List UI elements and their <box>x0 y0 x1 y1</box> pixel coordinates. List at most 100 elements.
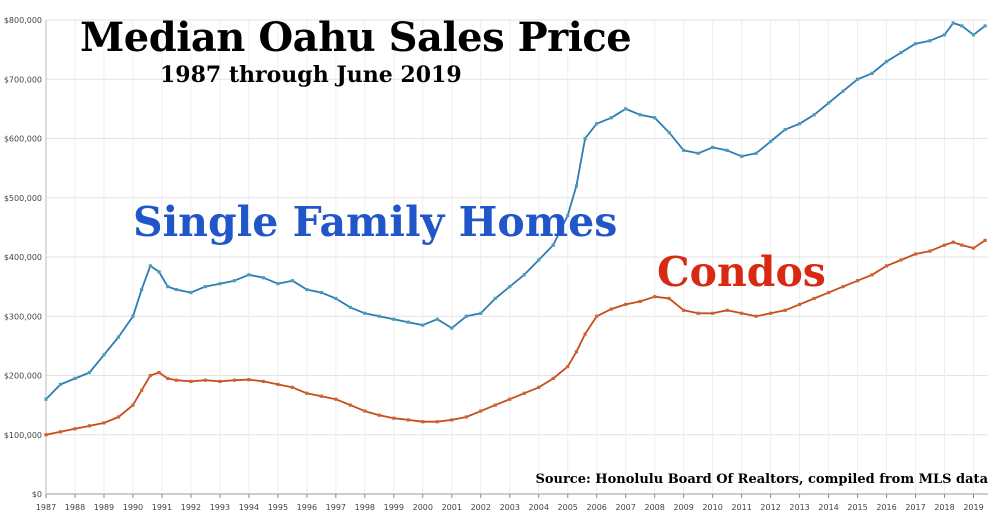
data-point <box>870 71 874 75</box>
x-tick-label: 2004 <box>529 503 549 512</box>
data-point <box>551 243 555 247</box>
data-point <box>682 148 686 152</box>
data-point <box>421 420 425 424</box>
x-tick-label: 2015 <box>847 503 867 512</box>
data-point <box>769 311 773 315</box>
data-point <box>971 33 976 37</box>
data-point <box>493 296 497 301</box>
data-point <box>218 379 222 384</box>
data-point <box>493 403 497 407</box>
series-single-family-homes <box>44 21 987 401</box>
data-point <box>363 409 367 413</box>
x-tick-label: 1999 <box>384 503 404 512</box>
x-tick-label: 1995 <box>268 503 288 512</box>
data-point <box>638 113 642 117</box>
data-point <box>148 264 152 268</box>
data-point <box>711 311 715 315</box>
data-point <box>696 311 700 315</box>
data-point <box>783 308 787 312</box>
data-point <box>522 391 526 395</box>
data-point <box>166 285 170 289</box>
series-line <box>45 22 986 400</box>
data-point <box>232 378 236 382</box>
x-tick-label: 1992 <box>181 503 201 512</box>
x-tick-label: 2007 <box>616 503 636 512</box>
data-point <box>725 148 729 152</box>
x-tick-label: 2017 <box>905 503 925 512</box>
series-condos <box>44 238 987 437</box>
data-point <box>189 379 193 384</box>
data-point <box>638 299 642 304</box>
data-point <box>116 335 121 339</box>
data-point <box>73 376 77 381</box>
data-point <box>261 379 265 384</box>
data-point <box>508 285 512 289</box>
data-point <box>58 430 63 434</box>
x-tick-label: 2011 <box>731 503 751 512</box>
data-point <box>87 424 92 428</box>
x-tick-label: 2019 <box>963 503 983 512</box>
series-label-condos: Condos <box>657 248 826 296</box>
data-point <box>116 415 121 419</box>
series-line <box>45 239 986 436</box>
data-point <box>740 311 744 315</box>
data-point <box>740 154 744 158</box>
data-point <box>348 403 352 407</box>
data-point <box>653 116 657 120</box>
data-point <box>305 391 309 395</box>
data-point <box>450 326 454 330</box>
x-tick-label: 2013 <box>789 503 809 512</box>
x-tick-label: 2003 <box>500 503 520 512</box>
data-point <box>725 308 729 312</box>
data-point <box>826 101 831 105</box>
data-point <box>551 376 555 381</box>
x-tick-label: 2010 <box>702 503 722 512</box>
data-point <box>913 252 918 256</box>
data-point <box>841 285 845 289</box>
x-tick-label: 2014 <box>818 503 838 512</box>
data-point <box>522 273 526 277</box>
y-tick-label: $300,000 <box>4 312 42 321</box>
data-point <box>537 385 541 389</box>
data-point <box>653 295 657 299</box>
data-point <box>971 246 976 250</box>
data-point <box>841 89 845 93</box>
data-point <box>189 290 193 295</box>
data-point <box>435 420 439 424</box>
x-tick-label: 1990 <box>123 503 143 512</box>
data-point <box>609 307 613 311</box>
data-point <box>595 122 599 126</box>
data-point <box>884 264 889 268</box>
data-point <box>667 296 671 301</box>
chart-source-note: Source: Honolulu Board Of Realtors, comp… <box>535 472 988 487</box>
data-point <box>951 21 955 25</box>
y-tick-label: $700,000 <box>4 75 42 84</box>
data-point <box>203 378 208 382</box>
data-point <box>261 276 265 280</box>
series-label-single-family: Single Family Homes <box>133 198 618 246</box>
data-point <box>595 314 599 318</box>
data-point <box>44 433 48 437</box>
data-point <box>157 370 161 375</box>
y-tick-label: $200,000 <box>4 372 42 381</box>
x-tick-label: 1994 <box>239 503 259 512</box>
data-point <box>435 317 439 321</box>
data-point <box>406 320 410 324</box>
x-tick-label: 2008 <box>644 503 664 512</box>
data-point <box>583 136 587 141</box>
data-point <box>102 353 106 357</box>
data-point <box>450 418 454 422</box>
data-point <box>319 394 323 398</box>
data-point <box>131 314 135 318</box>
x-tick-label: 2000 <box>413 503 433 512</box>
x-tick-label: 1991 <box>152 503 172 512</box>
data-point <box>574 184 579 188</box>
data-point <box>392 416 396 420</box>
data-point <box>928 39 932 43</box>
x-tick-label: 1993 <box>210 503 230 512</box>
data-point <box>624 302 628 306</box>
x-tick-label: 1998 <box>355 503 375 512</box>
data-point <box>624 107 628 111</box>
data-point <box>754 151 758 155</box>
